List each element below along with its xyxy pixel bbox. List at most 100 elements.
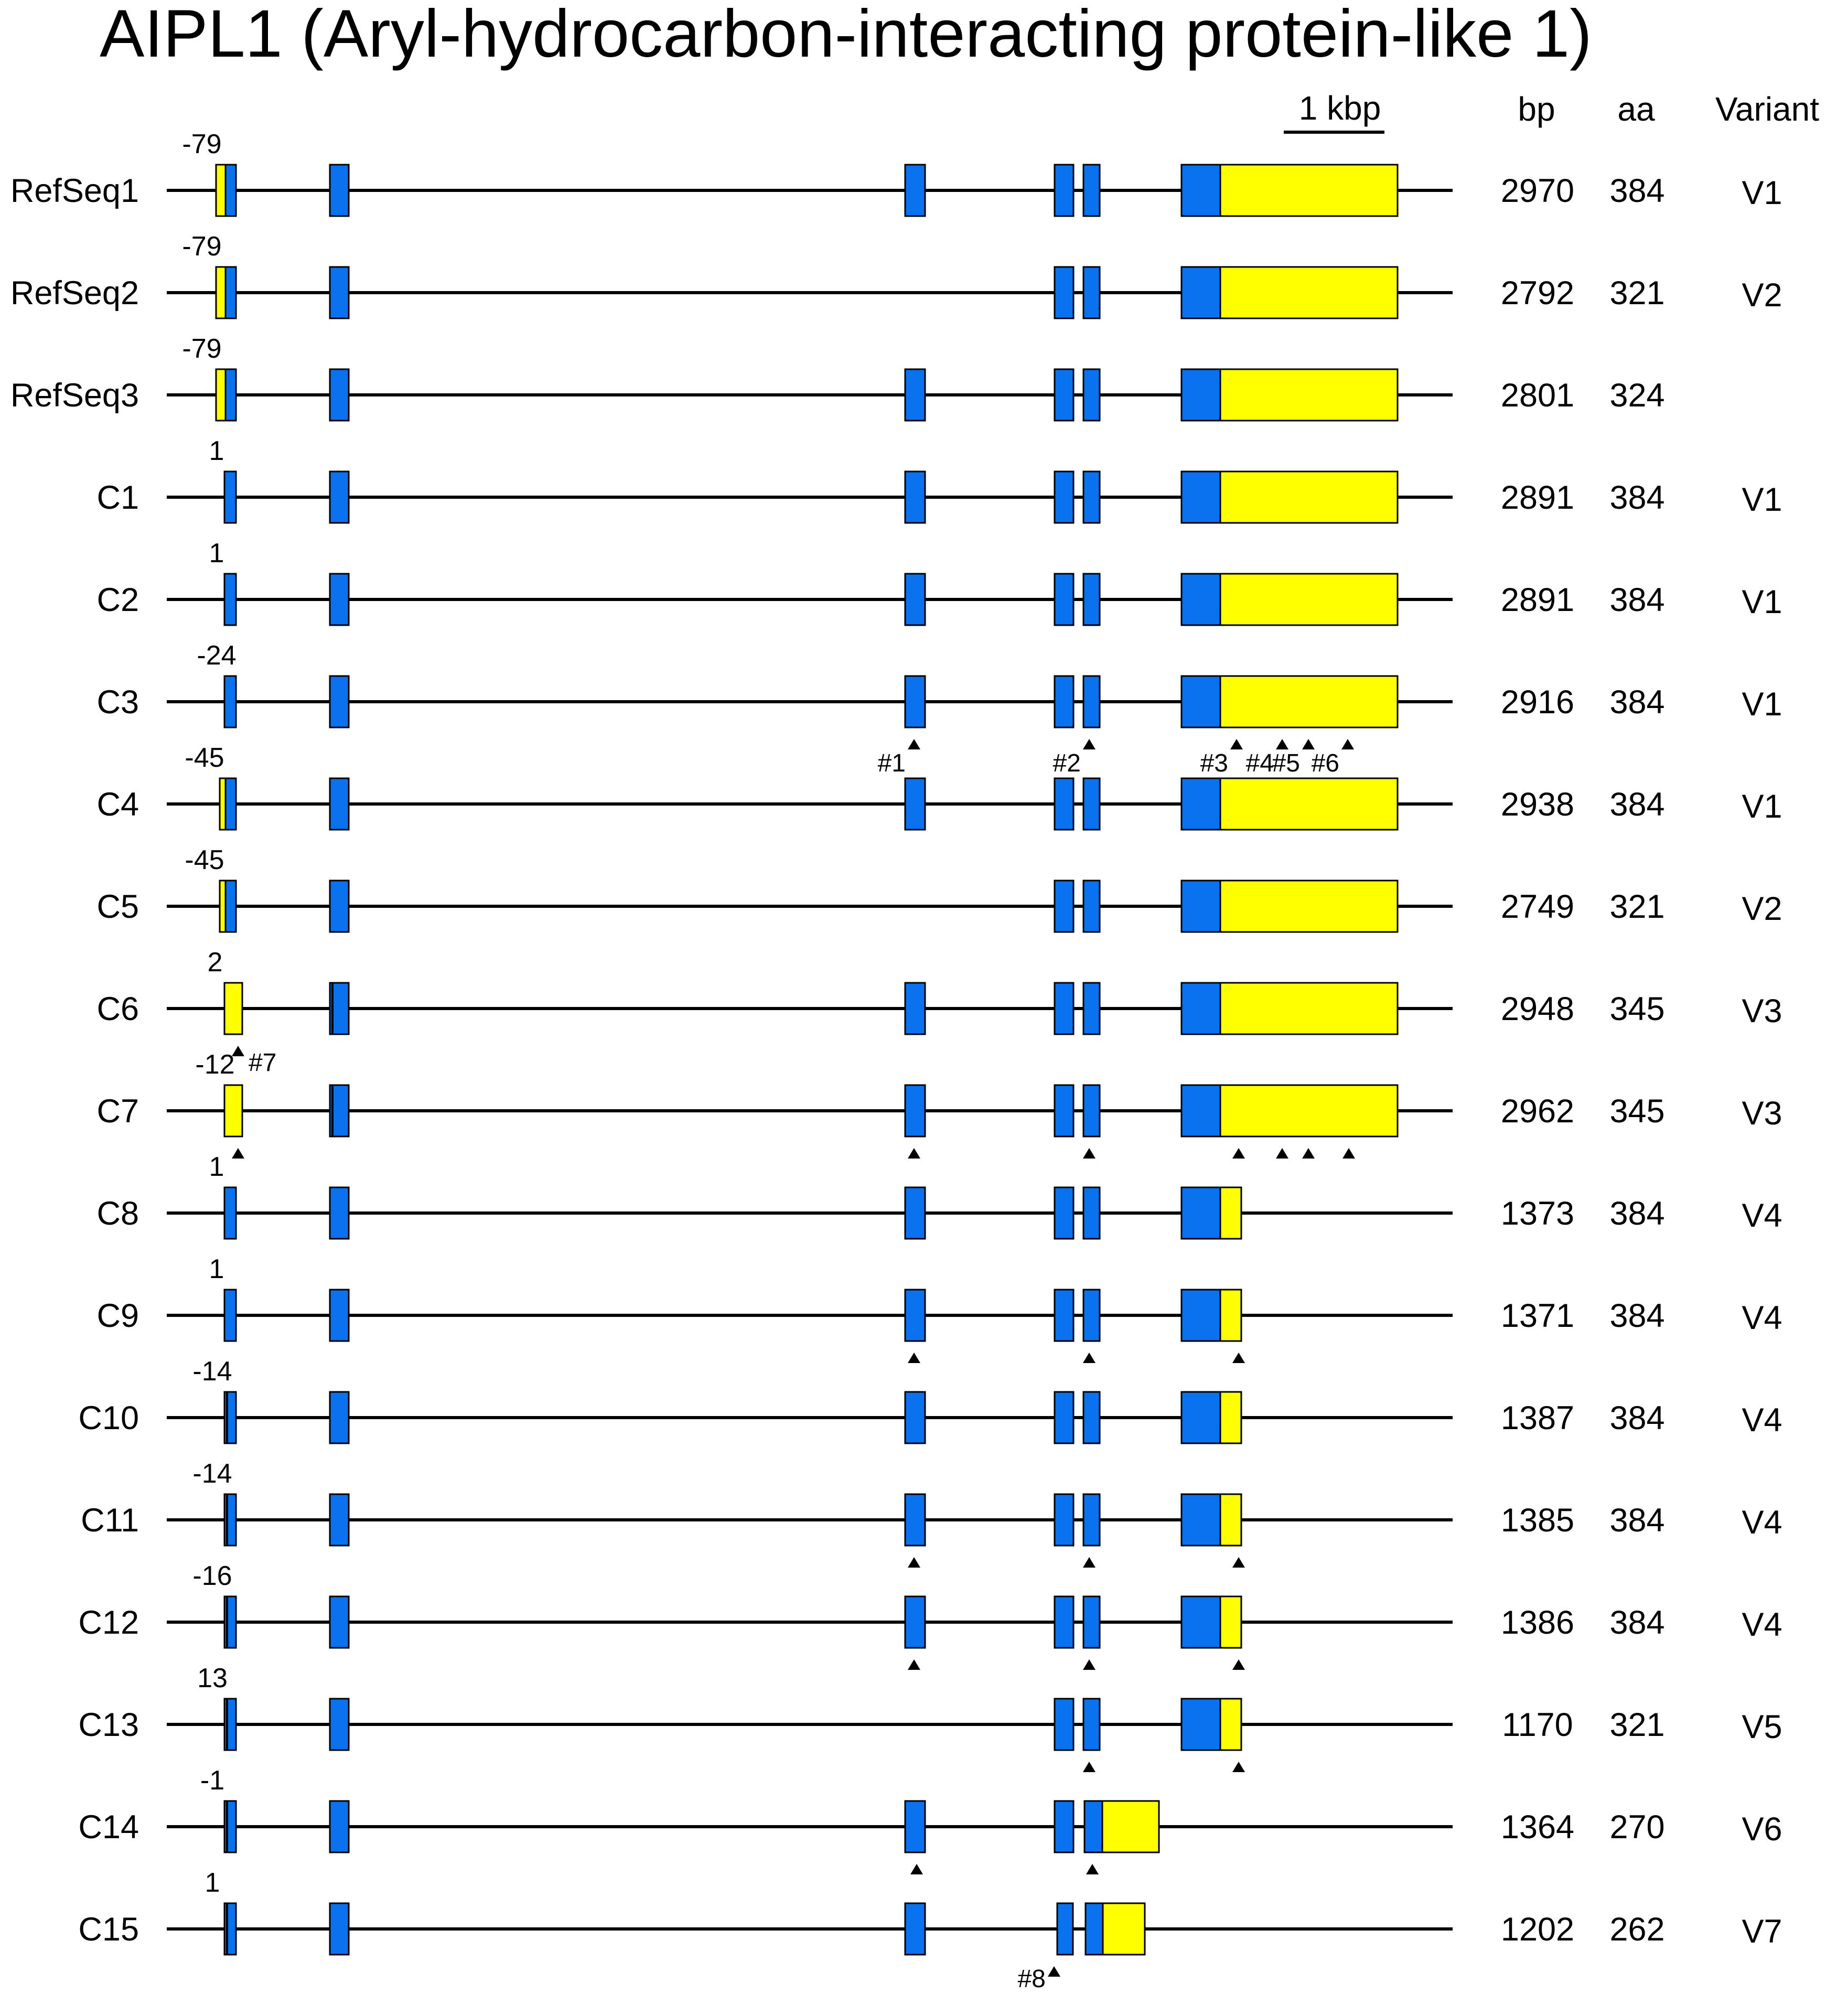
transcript-row: C12 -16 1386 384 V4 xyxy=(78,1561,1782,1670)
variant-marker xyxy=(1086,1864,1099,1874)
exon-5 xyxy=(1082,982,1101,1035)
transcript-row: C3 -24 #1 #2 #3 #4#5 #6 2916 384 V1 xyxy=(96,640,1782,777)
exon-4 xyxy=(1054,1289,1075,1342)
row-label: C9 xyxy=(96,1297,139,1334)
exon-4 xyxy=(1054,266,1075,319)
start-position-label: -45 xyxy=(185,845,224,875)
variant-marker xyxy=(1232,1659,1245,1670)
exon-5 xyxy=(1082,470,1101,524)
transcript-row: C9 1 1371 384 V4 xyxy=(96,1254,1782,1363)
last-exon-coding xyxy=(1180,1493,1221,1547)
row-label: C15 xyxy=(78,1911,139,1948)
scale-bar-label: 1 kbp xyxy=(1299,89,1381,127)
header-bp: bp xyxy=(1518,90,1555,128)
last-exon-coding xyxy=(1180,1391,1221,1444)
transcript-row: C13 13 1170 321 V5 xyxy=(78,1663,1782,1772)
exon-5 xyxy=(1082,1493,1101,1547)
exon-4 xyxy=(1054,880,1075,933)
exon-2 xyxy=(329,1493,350,1547)
exon-2 xyxy=(329,1595,350,1649)
start-position-label: -79 xyxy=(182,231,221,262)
exon-5 xyxy=(1082,880,1101,933)
aa-value: 384 xyxy=(1609,1297,1664,1334)
last-exon-utr xyxy=(1219,675,1399,728)
variant-marker xyxy=(1232,1762,1245,1772)
row-label: RefSeq2 xyxy=(10,275,139,312)
exon-5 xyxy=(1082,266,1101,319)
variant-marker xyxy=(1232,1353,1245,1363)
exon-2 xyxy=(329,573,350,626)
last-exon-coding xyxy=(1180,1084,1221,1138)
start-position-label: 2 xyxy=(208,947,223,978)
variant-value: V6 xyxy=(1742,1811,1782,1848)
exon-5 xyxy=(1082,777,1101,831)
last-exon-utr xyxy=(1219,573,1399,626)
exon-3 xyxy=(904,1800,926,1853)
header-variant: Variant xyxy=(1715,90,1819,128)
start-position-label: -79 xyxy=(182,334,221,364)
variant-value: V1 xyxy=(1742,788,1782,825)
variant-marker xyxy=(1083,1557,1095,1568)
exon-3 xyxy=(904,1084,926,1138)
transcript-row: C11 -14 1385 384 V4 xyxy=(81,1459,1782,1568)
variant-marker xyxy=(1232,1148,1245,1159)
last-exon-utr xyxy=(1219,1186,1242,1240)
exon-5 xyxy=(1082,573,1101,626)
transcript-row: C10 -14 1387 384 V4 xyxy=(78,1356,1782,1444)
last-exon-coding xyxy=(1180,1698,1221,1751)
row-label: C5 xyxy=(96,888,139,925)
variant-value: V4 xyxy=(1742,1197,1782,1234)
variant-marker xyxy=(1048,1966,1060,1977)
exon-5 xyxy=(1082,164,1101,217)
variant-marker xyxy=(910,1864,923,1874)
variant-marker xyxy=(1083,1659,1095,1670)
start-position-label: -16 xyxy=(192,1561,232,1591)
variant-value: V2 xyxy=(1742,277,1782,314)
last-exon-coding xyxy=(1084,1902,1104,1956)
marker-label: #1 xyxy=(878,749,906,777)
transcript-row: C14 -1 1364 270 V6 xyxy=(78,1765,1782,1874)
exon-4 xyxy=(1054,1186,1075,1240)
variant-marker xyxy=(1083,739,1095,749)
exon-3 xyxy=(904,1595,926,1649)
last-exon-utr xyxy=(1219,1289,1242,1342)
exon-2 xyxy=(329,164,350,217)
exon-1 xyxy=(223,675,237,728)
row-label: C8 xyxy=(96,1195,139,1232)
start-position-label: 1 xyxy=(205,1868,220,1898)
start-position-label: -79 xyxy=(182,129,221,159)
row-label: C13 xyxy=(78,1707,139,1743)
exon-2 xyxy=(329,368,350,422)
marker-label: #2 xyxy=(1053,749,1081,777)
last-exon-utr xyxy=(1219,880,1399,933)
bp-value: 1385 xyxy=(1501,1502,1574,1539)
utr-segment xyxy=(215,368,227,422)
aa-value: 384 xyxy=(1609,684,1664,721)
exon-4 xyxy=(1054,777,1075,831)
transcript-row: C2 1 2891 384 V1 xyxy=(96,538,1782,626)
exon-1 xyxy=(224,368,237,422)
last-exon-utr xyxy=(1219,1084,1399,1138)
last-exon-utr xyxy=(1101,1800,1160,1853)
transcript-row: C8 1 1373 384 V4 xyxy=(96,1152,1782,1240)
variant-value: V2 xyxy=(1742,891,1782,927)
transcript-row: C6 2 #7 2948 345 V3 xyxy=(96,947,1782,1077)
row-label: C2 xyxy=(96,582,139,618)
exon-3 xyxy=(904,1289,926,1342)
exon-4 xyxy=(1054,1493,1075,1547)
last-exon-coding xyxy=(1180,675,1221,728)
aa-value: 345 xyxy=(1609,1093,1664,1130)
start-position-label: 1 xyxy=(209,436,224,466)
row-label: C1 xyxy=(96,479,139,516)
exon-1 xyxy=(223,982,243,1035)
variant-marker xyxy=(1083,1762,1095,1772)
aa-value: 384 xyxy=(1609,1604,1664,1641)
exon-1 xyxy=(223,470,237,524)
variant-marker xyxy=(1302,739,1315,749)
start-position-label: -45 xyxy=(185,743,224,773)
marker-label: #8 xyxy=(1018,1965,1046,1993)
exon-4 xyxy=(1056,1902,1074,1956)
aa-value: 384 xyxy=(1609,1195,1664,1232)
